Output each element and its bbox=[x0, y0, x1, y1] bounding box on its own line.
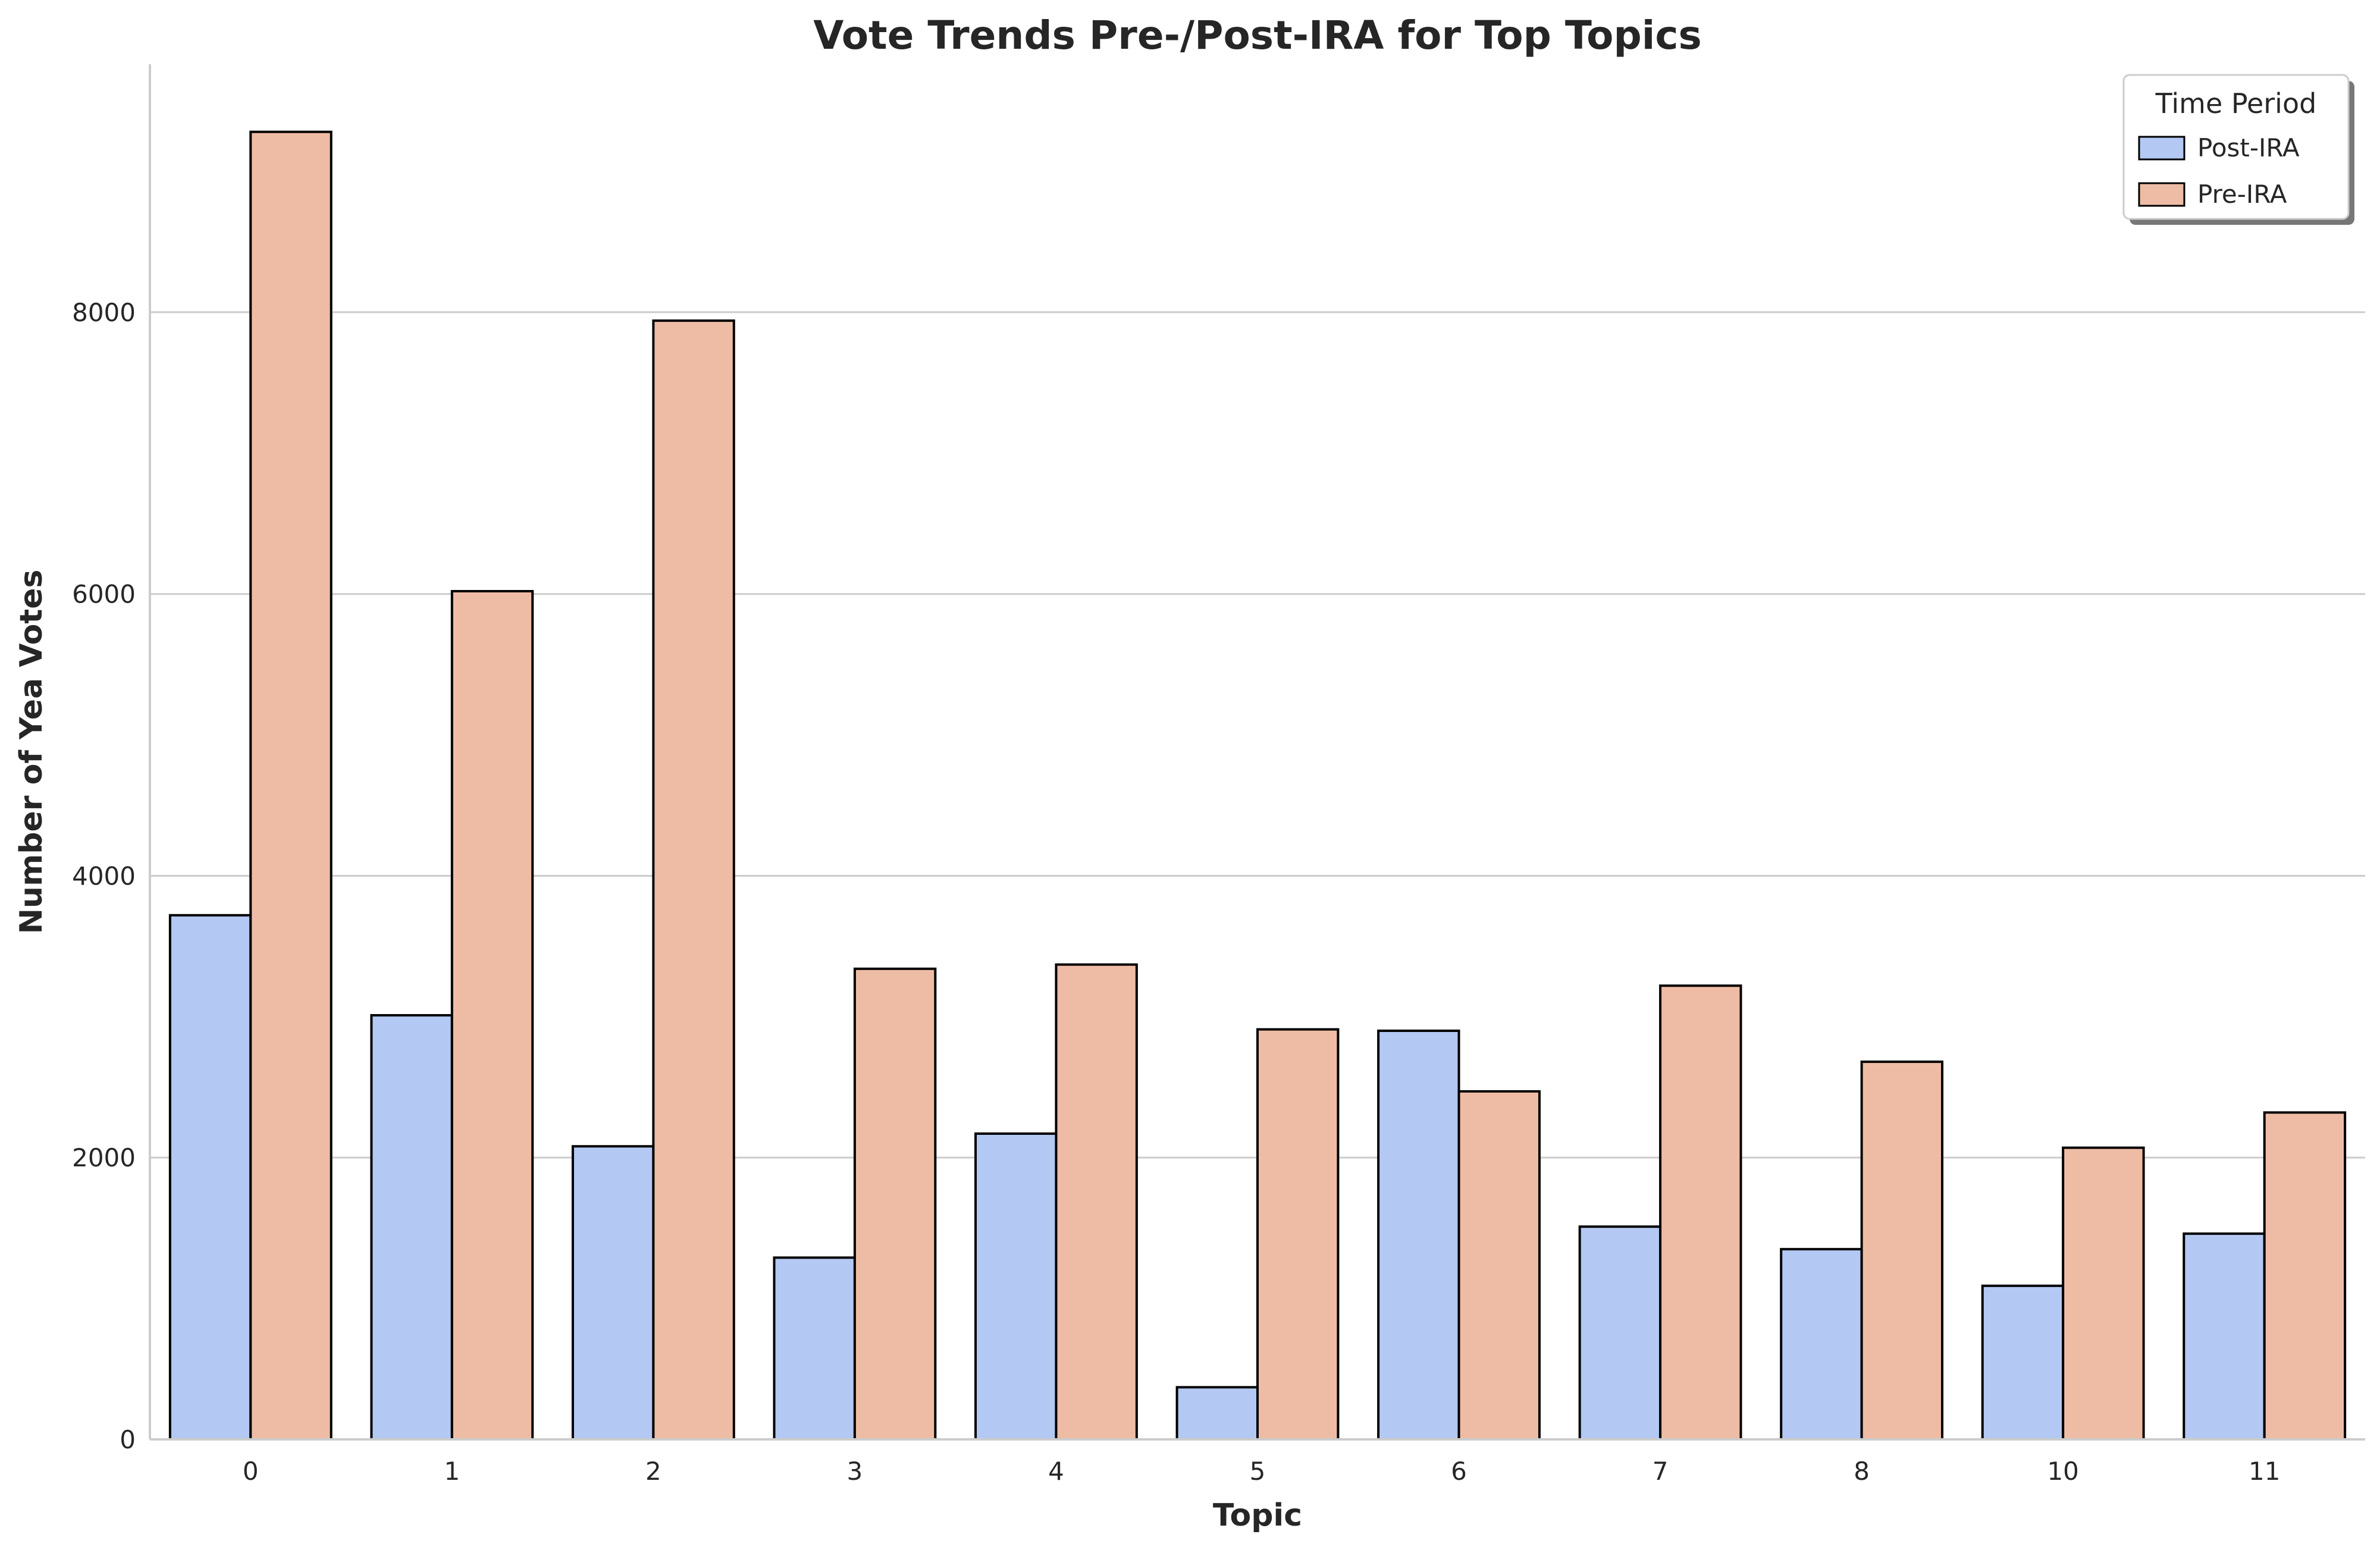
x-tick-label: 5 bbox=[1250, 1457, 1266, 1486]
bar-pre-ira-topic-5 bbox=[1256, 1028, 1340, 1441]
legend-swatch bbox=[2138, 136, 2185, 161]
bar-pre-ira-topic-0 bbox=[249, 130, 333, 1441]
bar-pre-ira-topic-1 bbox=[450, 589, 534, 1441]
bar-post-ira-topic-0 bbox=[168, 914, 252, 1441]
legend: Time Period Post-IRA Pre-IRA bbox=[2122, 74, 2354, 225]
y-tick-label: 0 bbox=[120, 1425, 136, 1454]
bar-post-ira-topic-7 bbox=[1578, 1225, 1662, 1441]
bar-pre-ira-topic-8 bbox=[1860, 1060, 1944, 1441]
y-tick-label: 4000 bbox=[72, 861, 136, 890]
y-tick-label: 2000 bbox=[72, 1143, 136, 1172]
x-tick-label: 7 bbox=[1652, 1457, 1669, 1486]
bar-post-ira-topic-3 bbox=[773, 1256, 856, 1441]
y-tick-label: 6000 bbox=[72, 580, 136, 609]
bar-post-ira-topic-10 bbox=[1981, 1284, 2065, 1441]
x-tick-label: 8 bbox=[1854, 1457, 1870, 1486]
bar-pre-ira-topic-4 bbox=[1055, 963, 1138, 1441]
x-tick-label: 0 bbox=[243, 1457, 259, 1486]
x-axis-label: Topic bbox=[1213, 1498, 1302, 1533]
bar-pre-ira-topic-7 bbox=[1659, 984, 1742, 1441]
bar-post-ira-topic-5 bbox=[1175, 1386, 1259, 1441]
bar-pre-ira-topic-3 bbox=[853, 967, 937, 1441]
axes bbox=[149, 64, 2365, 1441]
legend-label: Pre-IRA bbox=[2197, 180, 2287, 209]
x-tick-label: 10 bbox=[2047, 1457, 2078, 1486]
bar-pre-ira-topic-2 bbox=[652, 319, 735, 1441]
x-tick-label: 6 bbox=[1451, 1457, 1467, 1486]
x-tick-label: 1 bbox=[444, 1457, 460, 1486]
bars bbox=[168, 130, 2347, 1441]
legend-entries: Post-IRA Pre-IRA bbox=[2138, 133, 2300, 209]
bar-post-ira-topic-2 bbox=[571, 1145, 655, 1441]
x-tick-label: 3 bbox=[847, 1457, 863, 1486]
x-tick-label: 2 bbox=[645, 1457, 661, 1486]
bar-pre-ira-topic-11 bbox=[2263, 1111, 2347, 1441]
legend-title: Time Period bbox=[2155, 87, 2317, 120]
bar-pre-ira-topic-10 bbox=[2062, 1146, 2145, 1441]
bar-pre-ira-topic-6 bbox=[1457, 1090, 1541, 1441]
legend-swatch bbox=[2138, 182, 2185, 207]
bar-post-ira-topic-8 bbox=[1780, 1248, 1863, 1441]
legend-label: Post-IRA bbox=[2197, 133, 2300, 162]
tick-labels: 0 2000 4000 6000 8000 0 1 2 3 4 5 6 7 8 10 11 bbox=[72, 298, 2280, 1486]
bar-post-ira-topic-4 bbox=[974, 1132, 1058, 1441]
y-axis-label: Number of Yea Votes bbox=[14, 570, 49, 934]
bar-post-ira-topic-1 bbox=[370, 1014, 453, 1441]
bar-post-ira-topic-11 bbox=[2183, 1232, 2266, 1441]
x-tick-label: 4 bbox=[1048, 1457, 1064, 1486]
bar-post-ira-topic-6 bbox=[1377, 1030, 1460, 1441]
y-tick-label: 8000 bbox=[72, 298, 136, 327]
x-tick-label: 11 bbox=[2249, 1457, 2280, 1486]
chart-title: Vote Trends Pre-/Post-IRA for Top Topics bbox=[813, 12, 1702, 58]
